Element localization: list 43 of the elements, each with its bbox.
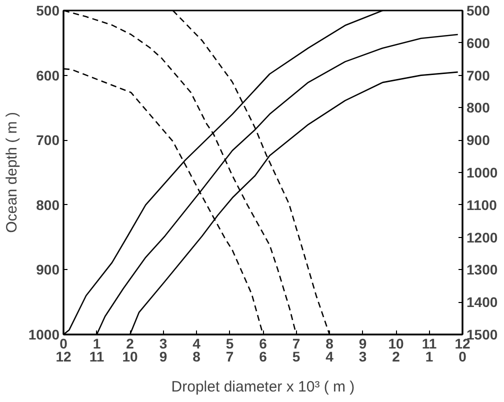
y2-tick-label: 900 xyxy=(466,132,490,148)
x2-tick-label: 1 xyxy=(425,348,434,364)
x-tick-label: 11 xyxy=(422,336,437,352)
x-tick-label: 0 xyxy=(60,336,68,352)
x-tick-label: 5 xyxy=(226,336,234,352)
y2-tick-label: 1300 xyxy=(466,262,498,278)
y-tick-label: 500 xyxy=(36,2,60,18)
x2-tick-label: 4 xyxy=(326,348,334,364)
x2-tick-label: 11 xyxy=(89,348,104,364)
y2-tick-label: 1400 xyxy=(466,294,498,310)
x-axis-title: Droplet diameter x 10³ ( m ) xyxy=(171,378,355,396)
x2-tick-label: 12 xyxy=(56,348,72,364)
y-tick-label: 700 xyxy=(36,132,60,148)
x2-tick-label: 5 xyxy=(292,348,300,364)
y2-tick-label: 1000 xyxy=(466,164,498,180)
y2-tick-label: 600 xyxy=(466,34,490,51)
y2-tick-label: 1200 xyxy=(466,229,498,246)
x-tick-label: 10 xyxy=(388,336,404,352)
y2-tick-label: 800 xyxy=(466,100,490,116)
y-tick-label: 800 xyxy=(36,196,60,213)
y2-tick-label: 700 xyxy=(466,67,490,84)
x2-tick-label: 6 xyxy=(259,348,268,364)
x-tick-label: 9 xyxy=(358,336,367,352)
y2-tick-label: 1100 xyxy=(466,196,498,213)
x2-tick-label: 8 xyxy=(192,348,201,364)
x-tick-label: 4 xyxy=(192,336,201,352)
y-axis-title: Ocean depth ( m ) xyxy=(3,112,20,233)
x2-tick-label: 3 xyxy=(358,348,367,364)
x-tick-label: 2 xyxy=(126,336,134,352)
x2-tick-label: 10 xyxy=(122,348,138,364)
y-tick-label: 600 xyxy=(36,67,60,84)
x2-tick-label: 2 xyxy=(392,348,400,364)
x2-tick-label: 0 xyxy=(458,348,467,364)
x-tick-label: 7 xyxy=(292,336,300,352)
x2-tick-label: 9 xyxy=(159,348,168,364)
x-tick-label: 6 xyxy=(259,336,268,352)
y-tick-label: 900 xyxy=(36,262,60,278)
x-tick-label: 8 xyxy=(326,336,334,352)
y-tick-label: 1000 xyxy=(28,326,60,342)
y2-tick-label: 500 xyxy=(466,2,490,18)
x-tick-label: 1 xyxy=(92,336,101,352)
x-tick-label: 3 xyxy=(159,336,168,352)
x2-tick-label: 7 xyxy=(226,348,234,364)
